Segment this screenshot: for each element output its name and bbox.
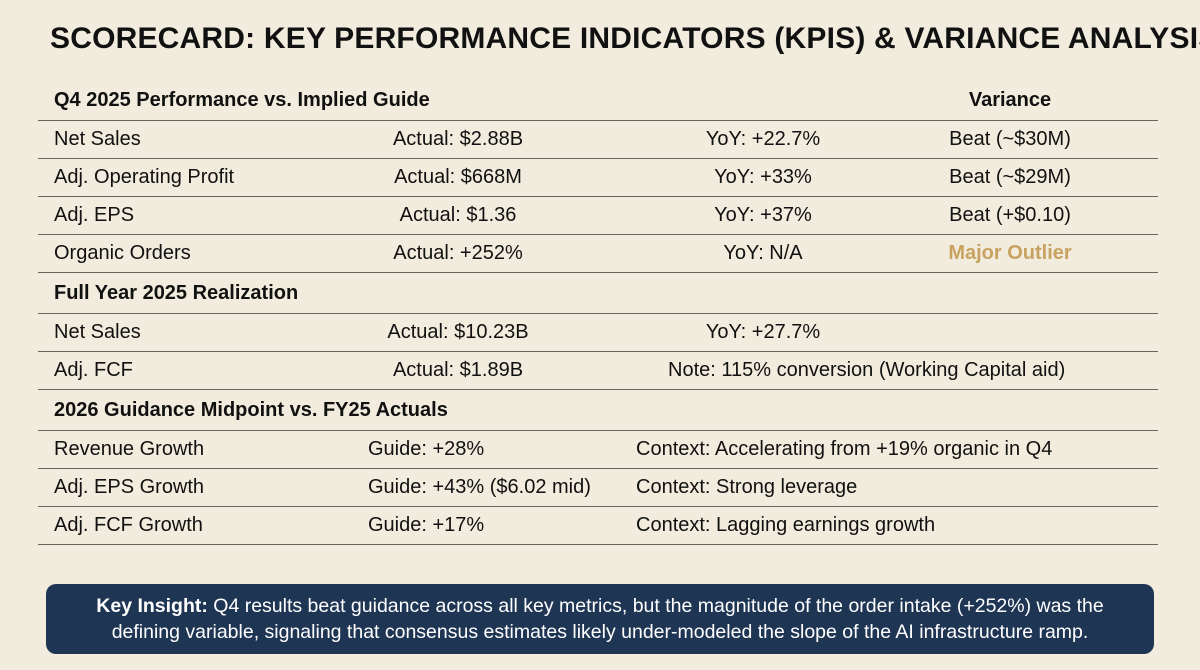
table-row-fy-adj-fcf: Adj. FCF Actual: $1.89B Note: 115% conve…: [38, 351, 1158, 390]
actual-value: Actual: $2.88B: [392, 128, 524, 150]
guide-value: Guide: +28%: [368, 438, 485, 460]
actual-value: Actual: $1.36: [399, 204, 517, 226]
metric-label: Adj. Operating Profit: [54, 166, 235, 188]
note-value: Note: 115% conversion (Working Capital a…: [668, 359, 1066, 381]
context-value: Context: Lagging earnings growth: [636, 514, 936, 536]
table-row-q4-adj-operating-profit: Adj. Operating Profit Actual: $668M YoY:…: [38, 158, 1158, 196]
section-q4-header: Q4 2025 Performance vs. Implied Guide Va…: [38, 80, 1158, 120]
key-insight-label: Key Insight:: [96, 595, 208, 617]
yoy-value: YoY: +37%: [714, 204, 812, 226]
table-row-fy-net-sales: Net Sales Actual: $10.23B YoY: +27.7%: [38, 313, 1158, 351]
key-insight-banner: Key Insight: Q4 results beat guidance ac…: [46, 584, 1154, 654]
table-row-adj-fcf-growth: Adj. FCF Growth Guide: +17% Context: Lag…: [38, 506, 1158, 545]
scorecard-table: Q4 2025 Performance vs. Implied Guide Va…: [38, 80, 1158, 545]
table-row-q4-adj-eps: Adj. EPS Actual: $1.36 YoY: +37% Beat (+…: [38, 196, 1158, 234]
actual-value: Actual: $1.89B: [392, 359, 524, 381]
actual-value: Actual: $10.23B: [387, 321, 529, 343]
section-fy-title: Full Year 2025 Realization: [54, 281, 299, 304]
variance-value: Beat (~$30M): [949, 128, 1071, 150]
section-guidance-title: 2026 Guidance Midpoint vs. FY25 Actuals: [54, 398, 448, 421]
metric-label: Adj. EPS: [54, 204, 135, 226]
key-insight-text: Key Insight: Q4 results beat guidance ac…: [60, 593, 1140, 645]
guide-value: Guide: +43% ($6.02 mid): [368, 476, 591, 498]
metric-label: Net Sales: [54, 321, 141, 343]
metric-label: Adj. FCF Growth: [54, 514, 203, 536]
actual-value: Actual: +252%: [393, 242, 523, 264]
table-row-adj-eps-growth: Adj. EPS Growth Guide: +43% ($6.02 mid) …: [38, 468, 1158, 506]
yoy-value: YoY: +33%: [714, 166, 812, 188]
metric-label: Organic Orders: [54, 242, 191, 264]
actual-value: Actual: $668M: [394, 166, 522, 188]
metric-label: Adj. FCF: [54, 359, 133, 381]
context-value: Context: Accelerating from +19% organic …: [636, 438, 1053, 460]
metric-label: Revenue Growth: [54, 438, 205, 460]
yoy-value: YoY: +27.7%: [705, 321, 821, 343]
table-row-revenue-growth: Revenue Growth Guide: +28% Context: Acce…: [38, 430, 1158, 468]
section-q4-title: Q4 2025 Performance vs. Implied Guide: [54, 88, 430, 111]
table-row-q4-organic-orders: Organic Orders Actual: +252% YoY: N/A Ma…: [38, 234, 1158, 273]
variance-column-header: Variance: [968, 88, 1052, 111]
context-value: Context: Strong leverage: [636, 476, 858, 498]
section-guidance-header: 2026 Guidance Midpoint vs. FY25 Actuals: [38, 390, 1158, 430]
variance-value: Beat (+$0.10): [949, 204, 1071, 226]
key-insight-body: Q4 results beat guidance across all key …: [111, 595, 1104, 643]
metric-label: Adj. EPS Growth: [54, 476, 205, 498]
section-fy-header: Full Year 2025 Realization: [38, 273, 1158, 313]
variance-outlier-badge: Major Outlier: [948, 242, 1072, 264]
table-row-q4-net-sales: Net Sales Actual: $2.88B YoY: +22.7% Bea…: [38, 120, 1158, 158]
yoy-value: YoY: +22.7%: [705, 128, 821, 150]
page-title: SCORECARD: KEY PERFORMANCE INDICATORS (K…: [50, 22, 1200, 55]
variance-value: Beat (~$29M): [949, 166, 1071, 188]
guide-value: Guide: +17%: [368, 514, 485, 536]
yoy-value: YoY: N/A: [723, 242, 803, 264]
metric-label: Net Sales: [54, 128, 141, 150]
